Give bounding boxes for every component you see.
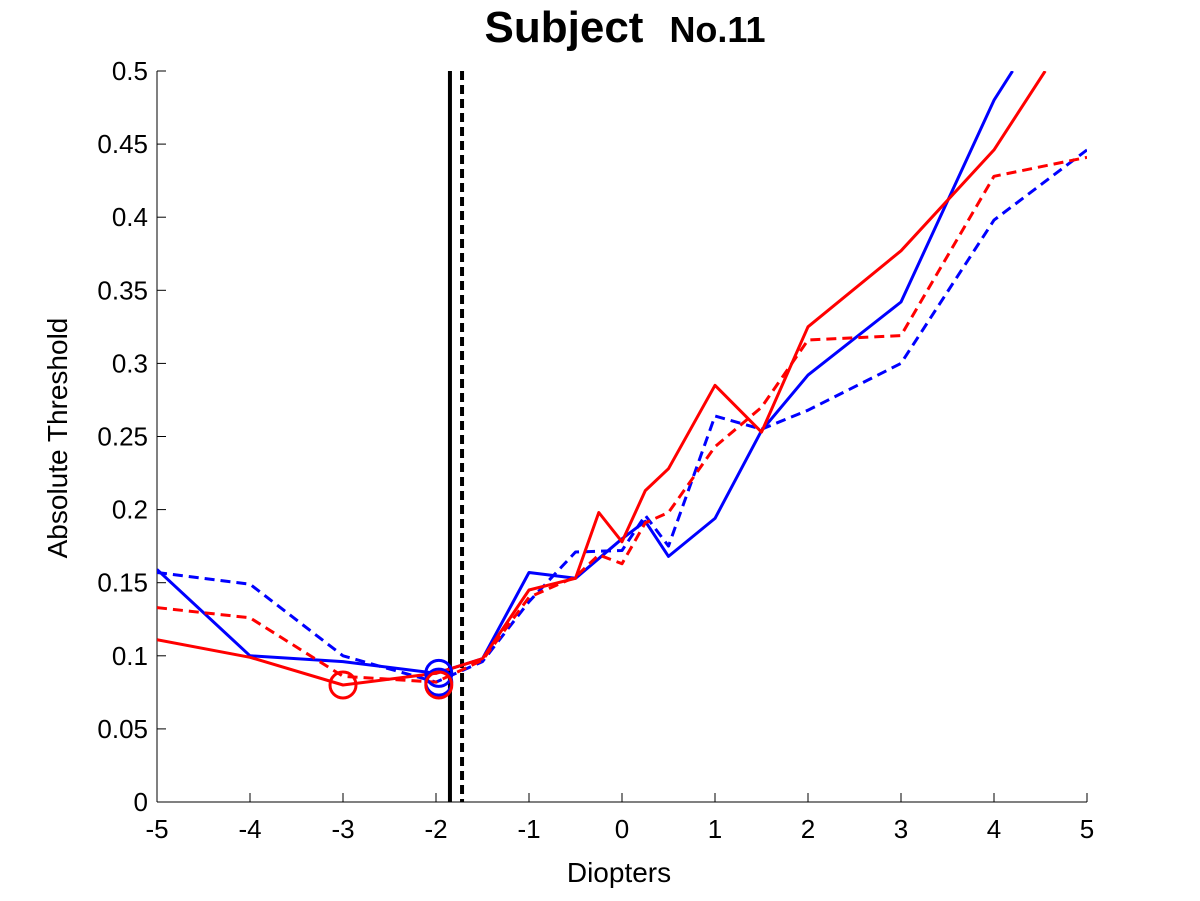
- x-tick-label: -1: [517, 814, 540, 844]
- chart-title-suffix: No.11: [669, 9, 765, 50]
- y-tick-label: 0.45: [97, 129, 148, 159]
- x-tick-label: 2: [801, 814, 815, 844]
- x-tick-label: -3: [331, 814, 354, 844]
- y-tick-label: 0.05: [97, 714, 148, 744]
- y-axis-label: Absolute Threshold: [42, 318, 73, 559]
- series-line-4: [157, 155, 1087, 684]
- series-line-3: [157, 71, 1047, 687]
- x-tick-label: 0: [615, 814, 629, 844]
- chart-title: Subject No.11: [485, 3, 766, 52]
- y-tick-label: 0.5: [112, 56, 148, 86]
- x-axis-label: Diopters: [567, 857, 671, 888]
- x-tick-label: 1: [708, 814, 722, 844]
- y-tick-label: 0.25: [97, 422, 148, 452]
- x-tick-label: 3: [894, 814, 908, 844]
- series-line-2: [157, 148, 1087, 684]
- marker-circle-3: [328, 670, 358, 700]
- y-tick-label: 0.1: [112, 641, 148, 671]
- chart-title-main: Subject: [485, 3, 644, 52]
- y-tick-label: 0.4: [112, 202, 148, 232]
- y-tick-label: 0.35: [97, 275, 148, 305]
- x-tick-label: -5: [145, 814, 168, 844]
- y-tick-label: 0.15: [97, 568, 148, 598]
- marker-circle-4: [424, 670, 454, 700]
- y-tick-label: 0: [134, 787, 148, 817]
- y-tick-label: 0.3: [112, 348, 148, 378]
- x-tick-label: 4: [987, 814, 1001, 844]
- y-tick-label: 0.2: [112, 495, 148, 525]
- marker-circle-1: [424, 658, 454, 688]
- plot-area: 0 0.05 0.1 0.15 0.2 0.25 0.3 0.35 0.4 0.45 0.5 -5 -4…: [97, 56, 1094, 844]
- x-tick-label: -4: [238, 814, 261, 844]
- x-tick-label: 5: [1080, 814, 1094, 844]
- x-tick-label: -2: [424, 814, 447, 844]
